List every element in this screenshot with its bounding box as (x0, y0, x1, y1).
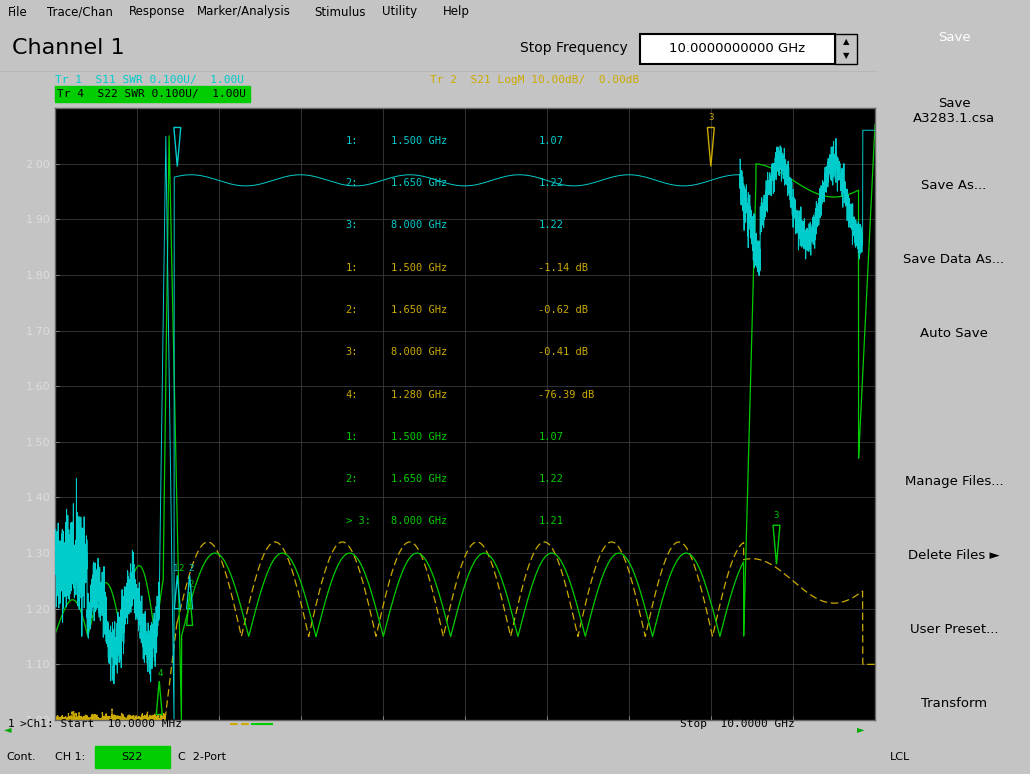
Text: Cont.: Cont. (6, 752, 36, 762)
Text: 1.21: 1.21 (539, 516, 563, 526)
Text: 4:: 4: (346, 389, 358, 399)
Text: 8.000 GHz: 8.000 GHz (390, 348, 447, 358)
Text: ▲: ▲ (843, 37, 850, 46)
Text: -1.14 dB: -1.14 dB (539, 262, 588, 272)
FancyBboxPatch shape (640, 34, 835, 64)
Text: Transform: Transform (921, 697, 987, 710)
Text: Save Data As...: Save Data As... (903, 253, 1004, 266)
Text: 2: 2 (188, 580, 195, 589)
Text: Tr 1  S11 SWR 0.100U/  1.00U: Tr 1 S11 SWR 0.100U/ 1.00U (55, 75, 244, 85)
Text: Tr 4  S22 SWR 0.100U/  1.00U: Tr 4 S22 SWR 0.100U/ 1.00U (57, 89, 246, 99)
Text: 2: 2 (187, 563, 194, 573)
Text: User Preset...: User Preset... (909, 623, 998, 636)
Text: 1.280 GHz: 1.280 GHz (390, 389, 447, 399)
Text: ◄: ◄ (4, 724, 12, 734)
Text: Save
A3283.1.csa: Save A3283.1.csa (913, 98, 995, 125)
Text: Response: Response (129, 5, 185, 19)
Text: 1.650 GHz: 1.650 GHz (390, 474, 447, 484)
Text: 1:: 1: (346, 262, 358, 272)
Text: 1.07: 1.07 (539, 432, 563, 442)
FancyBboxPatch shape (55, 86, 250, 102)
Text: > 3:: > 3: (346, 516, 371, 526)
Text: >Ch1: Start  10.0000 MHz: >Ch1: Start 10.0000 MHz (20, 719, 182, 729)
Text: 3: 3 (709, 113, 714, 122)
Text: CH 1:: CH 1: (55, 752, 85, 762)
Text: Stop  10.0000 GHz: Stop 10.0000 GHz (680, 719, 795, 729)
Text: 2:: 2: (346, 305, 358, 315)
Text: Tr 2  S21 LogM 10.00dB/  0.00dB: Tr 2 S21 LogM 10.00dB/ 0.00dB (430, 75, 640, 85)
Text: Utility: Utility (382, 5, 417, 19)
Text: 1.22: 1.22 (539, 221, 563, 231)
Text: 1.500 GHz: 1.500 GHz (390, 432, 447, 442)
Text: 4: 4 (158, 670, 163, 678)
Text: 1: 1 (173, 563, 178, 573)
Text: Delete Files ►: Delete Files ► (908, 549, 1000, 562)
Text: 1:: 1: (346, 432, 358, 442)
Text: 10.0000000000 GHz: 10.0000000000 GHz (668, 42, 805, 54)
Text: File: File (8, 5, 28, 19)
Text: ►: ► (857, 724, 865, 734)
Text: Channel 1: Channel 1 (12, 38, 125, 58)
Text: Save As...: Save As... (922, 179, 987, 192)
Text: 1.500 GHz: 1.500 GHz (390, 262, 447, 272)
Text: Marker/Analysis: Marker/Analysis (197, 5, 290, 19)
Text: 2:: 2: (346, 474, 358, 484)
Text: 1.650 GHz: 1.650 GHz (390, 178, 447, 188)
Text: 1.22: 1.22 (539, 474, 563, 484)
Text: LCL: LCL (890, 752, 911, 762)
Text: Stop Frequency: Stop Frequency (520, 41, 627, 55)
Text: 1.07: 1.07 (539, 135, 563, 146)
Text: 1:: 1: (346, 135, 358, 146)
Text: 1: 1 (8, 719, 14, 729)
Text: Trace/Chan: Trace/Chan (46, 5, 112, 19)
Text: 2:: 2: (346, 178, 358, 188)
Text: C  2-Port: C 2-Port (178, 752, 226, 762)
Text: 1.22: 1.22 (539, 178, 563, 188)
Text: 8.000 GHz: 8.000 GHz (390, 221, 447, 231)
Text: 3:: 3: (346, 221, 358, 231)
Text: Auto Save: Auto Save (920, 327, 988, 340)
Text: 8.000 GHz: 8.000 GHz (390, 516, 447, 526)
FancyBboxPatch shape (835, 34, 857, 64)
FancyBboxPatch shape (95, 746, 170, 768)
Text: 1.500 GHz: 1.500 GHz (390, 135, 447, 146)
Text: ▼: ▼ (843, 52, 850, 60)
Text: -76.39 dB: -76.39 dB (539, 389, 594, 399)
Text: S22: S22 (122, 752, 143, 762)
Text: -0.62 dB: -0.62 dB (539, 305, 588, 315)
Text: Help: Help (443, 5, 470, 19)
Text: 1.650 GHz: 1.650 GHz (390, 305, 447, 315)
Text: Save: Save (937, 31, 970, 44)
Text: 3:: 3: (346, 348, 358, 358)
Text: Stimulus: Stimulus (314, 5, 366, 19)
Text: -0.41 dB: -0.41 dB (539, 348, 588, 358)
Text: 3: 3 (774, 511, 779, 519)
Text: Manage Files...: Manage Files... (904, 475, 1003, 488)
Text: 2: 2 (178, 563, 183, 573)
